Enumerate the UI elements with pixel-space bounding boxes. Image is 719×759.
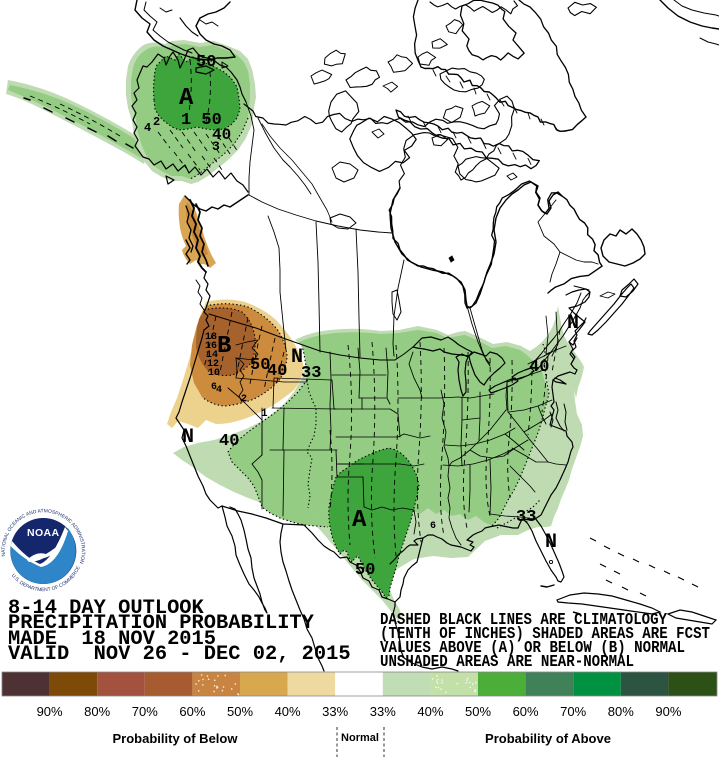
svg-text:40: 40 (267, 362, 287, 381)
svg-text:33%: 33% (370, 704, 396, 719)
svg-text:VALUES ABOVE (A) OR BELOW (B): VALUES ABOVE (A) OR BELOW (B) NORMAL (380, 639, 685, 658)
svg-text:UNSHADED AREAS ARE NEAR-NORMAL: UNSHADED AREAS ARE NEAR-NORMAL (380, 653, 634, 672)
svg-text:50: 50 (250, 356, 270, 375)
svg-text:60%: 60% (513, 704, 539, 719)
svg-text:90%: 90% (655, 704, 681, 719)
svg-text:18: 18 (205, 332, 217, 343)
svg-text:MADE 18 NOV 2015: MADE 18 NOV 2015 (8, 628, 216, 651)
svg-text:80%: 80% (608, 704, 634, 719)
svg-text:70%: 70% (132, 704, 158, 719)
svg-text:1: 1 (261, 408, 268, 420)
svg-text:A: A (179, 85, 194, 112)
svg-text:12: 12 (207, 359, 219, 370)
svg-text:(TENTH OF INCHES) SHADED AREAS: (TENTH OF INCHES) SHADED AREAS ARE FCST (380, 625, 710, 644)
svg-text:50%: 50% (465, 704, 491, 719)
svg-text:4: 4 (216, 385, 222, 396)
svg-text:VALID NOV 26 - DEC 02, 2015: VALID NOV 26 - DEC 02, 2015 (8, 643, 351, 666)
svg-text:40: 40 (529, 358, 549, 377)
svg-text:16: 16 (205, 341, 217, 352)
svg-text:DASHED BLACK LINES ARE CLIMATO: DASHED BLACK LINES ARE CLIMATOLOGY (380, 611, 668, 630)
svg-text:N: N (567, 312, 579, 335)
svg-text:NOAA: NOAA (27, 527, 60, 539)
svg-text:50: 50 (196, 53, 216, 72)
svg-text:Probability of Above: Probability of Above (485, 731, 611, 746)
svg-text:40: 40 (219, 432, 239, 451)
svg-text:90%: 90% (37, 704, 63, 719)
svg-text:14: 14 (206, 350, 218, 361)
svg-text:33: 33 (301, 364, 321, 383)
svg-text:60%: 60% (179, 704, 205, 719)
svg-text:33: 33 (516, 508, 536, 527)
svg-text:N: N (545, 531, 557, 554)
svg-text:40%: 40% (417, 704, 443, 719)
svg-text:70%: 70% (560, 704, 586, 719)
svg-text:33%: 33% (322, 704, 348, 719)
svg-text:3: 3 (212, 139, 220, 154)
svg-text:40%: 40% (275, 704, 301, 719)
svg-text:Normal: Normal (341, 732, 379, 744)
svg-text:40: 40 (212, 126, 231, 144)
svg-text:50: 50 (355, 561, 375, 580)
svg-text:2: 2 (153, 115, 160, 129)
svg-text:8-14 DAY OUTLOOK: 8-14 DAY OUTLOOK (8, 597, 205, 620)
svg-text:10: 10 (208, 368, 220, 379)
svg-text:N: N (291, 346, 303, 369)
svg-text:A: A (352, 507, 367, 534)
svg-text:B: B (217, 333, 231, 360)
svg-text:6: 6 (211, 382, 217, 393)
svg-text:N: N (182, 426, 194, 449)
svg-text:50%: 50% (227, 704, 253, 719)
svg-text:Probability of Below: Probability of Below (113, 731, 239, 746)
svg-text:80%: 80% (84, 704, 110, 719)
svg-text:6: 6 (430, 521, 436, 532)
svg-text:1 50: 1 50 (181, 111, 222, 130)
svg-text:PRECIPITATION PROBABILITY: PRECIPITATION PROBABILITY (8, 612, 315, 635)
svg-text:4: 4 (144, 121, 151, 135)
svg-text:2: 2 (241, 394, 247, 405)
